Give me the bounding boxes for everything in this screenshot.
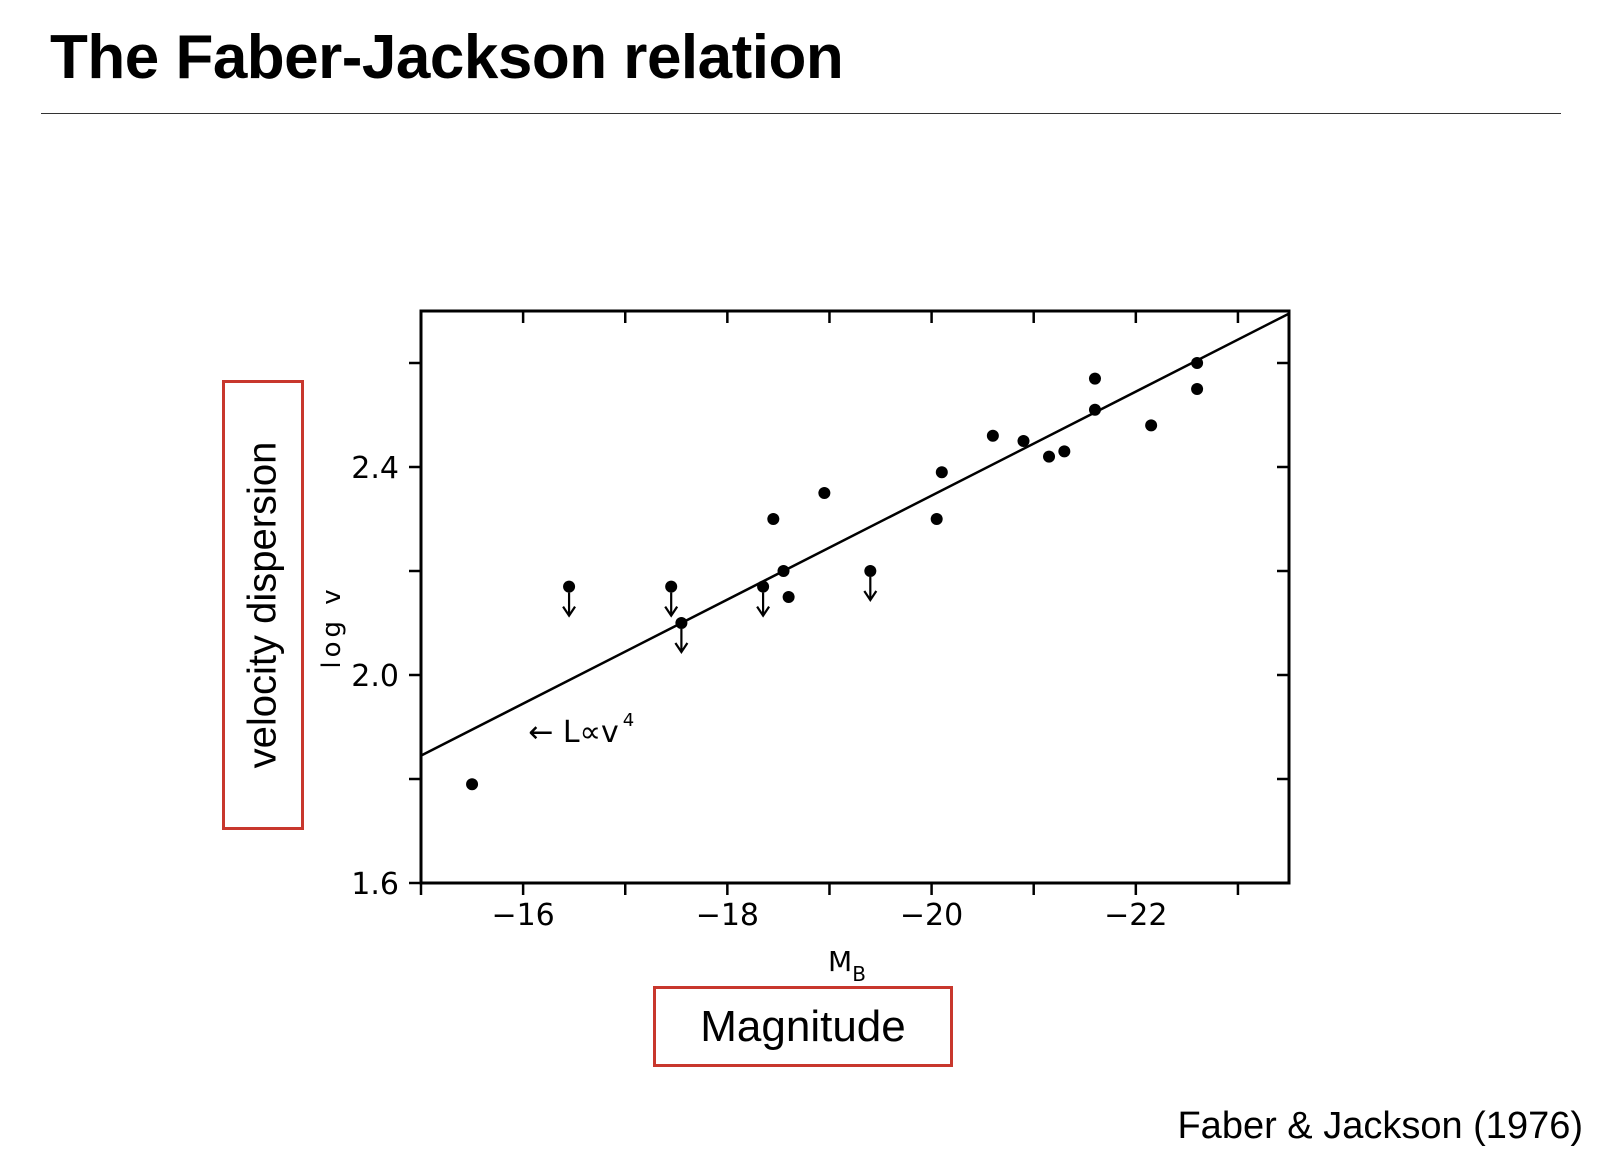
upper-limit-arrow-head: [863, 590, 878, 602]
x-tick-label: −18: [696, 898, 759, 933]
data-point: [466, 778, 479, 791]
data-point: [563, 580, 576, 593]
upper-limit-arrow-head: [664, 605, 679, 618]
slide-title: The Faber-Jackson relation: [50, 23, 844, 92]
data-point: [986, 429, 999, 442]
upper-limit-arrow-head: [562, 605, 576, 618]
x-axis-callout-box: Magnitude: [653, 986, 953, 1067]
annotation-label: ← L∝v 4: [528, 710, 634, 750]
title-divider: [41, 113, 1561, 114]
data-point: [1017, 435, 1030, 447]
y-axis-callout-label: velocity dispersion: [240, 441, 285, 769]
y-tick-label: 2.4: [351, 451, 399, 486]
data-point: [1145, 419, 1158, 432]
data-point: [1043, 450, 1056, 463]
y-axis-callout-box: velocity dispersion: [222, 380, 304, 830]
x-axis-callout-label: Magnitude: [700, 1001, 906, 1051]
data-point: [665, 580, 678, 593]
annotation-superscript: 4: [623, 710, 634, 731]
x-tick-label: −20: [900, 898, 963, 933]
x-axis-label-subscript: B: [852, 962, 866, 986]
fit-line: [420, 312, 1290, 757]
data-point: [818, 487, 831, 499]
data-point: [1058, 445, 1071, 458]
data-point: [757, 580, 770, 593]
data-point: [930, 513, 943, 525]
data-point: [1088, 403, 1101, 416]
y-axis-label: log v: [317, 585, 347, 668]
x-tick-label: −16: [491, 898, 554, 933]
data-point: [935, 466, 948, 479]
upper-limit-arrow-head: [674, 642, 689, 654]
data-point: [1088, 372, 1101, 385]
data-point: [675, 617, 688, 629]
data-point: [777, 565, 790, 577]
plot-frame: [419, 309, 1291, 885]
data-point: [782, 591, 795, 603]
data-point: [864, 565, 877, 577]
x-tick-label: −22: [1104, 898, 1167, 933]
upper-limit-arrow-head: [756, 605, 771, 618]
data-point: [1191, 357, 1204, 369]
x-axis-label: MB: [828, 945, 866, 986]
y-tick-label: 1.6: [351, 867, 399, 902]
citation: Faber & Jackson (1976): [1177, 1105, 1583, 1147]
y-tick-label: 2.0: [351, 659, 399, 694]
data-point: [1191, 383, 1204, 395]
data-point: [767, 513, 780, 525]
